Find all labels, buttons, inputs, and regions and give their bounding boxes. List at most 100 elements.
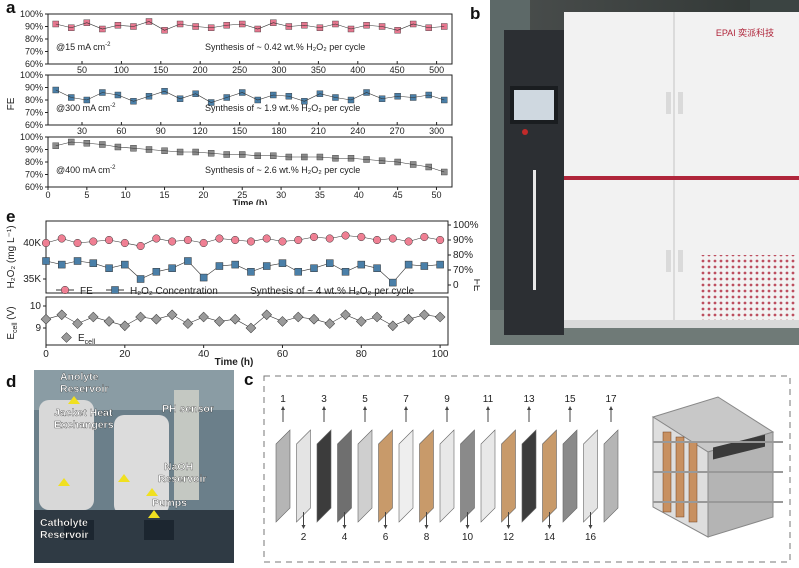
stack-part-11 [480,429,496,523]
e-xtick-label: 0 [43,349,49,360]
part-number-bottom: 16 [585,532,597,543]
e-fe-point [436,235,445,245]
e-ecell-point [87,311,99,323]
e-h2o2-point [121,260,129,269]
e-fe-point [357,232,366,242]
stack-part-15 [562,429,578,523]
part-arrowhead-bottom [465,525,470,529]
e-h2o2-point [310,264,318,272]
e-xtick-label: 80 [356,349,368,360]
a-xtick-label: 30 [276,190,286,200]
e-h2o2-point [389,278,397,287]
panel-letter-d: d [6,372,17,391]
stack-part-1 [275,429,291,523]
part-arrowhead-bottom [383,525,388,529]
panel-letter-e: e [6,207,16,226]
e-ylabel-left: H₂O₂ (mg L⁻¹) [6,225,17,288]
e-legend-ecell-marker [61,332,72,343]
e-ecell-point [308,313,320,325]
a-synthesis-label: Synthesis of ~ 2.6 wt.% H₂O₂ per cycle [205,165,360,175]
e-fe-point [309,232,319,242]
e-ltick-label: 35K [23,274,41,285]
part-arrowhead-top [486,406,490,410]
part-arrowhead-top [404,406,408,410]
e-h2o2-point [294,268,302,276]
a-toptick-label: 180 [271,126,286,136]
part-arrowhead-bottom [588,525,593,529]
label-naoh-1: NaOH [164,461,193,473]
e-fe-point [105,235,114,245]
part-arrowhead-top [445,406,449,410]
cell-stack-diagram: 1 3 5 7 9 11 13 15 172 4 6 8 10 12 14 16 [263,375,791,563]
e-h2o2-point [404,260,413,269]
a-condition-sup: -2 [110,165,116,171]
e-rtick-label: 70% [453,265,473,276]
e-fe-point [215,234,224,243]
part-number-bottom: 6 [383,532,389,543]
panel-e-chart: 40K 35K 100% 90% 80% 70% 0 10 9 0 20 40 60 80 100 Time … [6,220,480,368]
e-fe-point [199,238,208,248]
e-h2o2-point [262,262,271,270]
panel-a-chart: 100%90%80%70%60%50 100 150 200 250 300 350 400 4… [6,9,453,205]
part-number-top: 11 [483,394,494,405]
a-frame-2 [47,136,453,188]
label-jacket-1: Jacket Heat [54,407,113,419]
a-toptick-label: 270 [390,126,405,136]
e-ecell-point [292,311,304,323]
a-ytick-label: 70% [25,170,43,180]
a-condition-label: @15 mA cm-2 [56,42,111,52]
stack-part-10 [460,429,475,523]
a-ytick-label: 70% [25,108,43,118]
e-h2o2-line [45,260,441,284]
label-jacket-2: Exchangers [54,419,114,431]
part-number-top: 13 [523,394,535,405]
e-fe-point [168,237,177,246]
a-frame-1 [47,74,453,126]
e-ecell-point [340,309,351,321]
e-ecell-point [103,316,115,327]
e-ecell-point [355,316,367,327]
part-number-top: 9 [444,394,450,405]
instrument-photo: EPAI 奕派科技 [490,0,799,345]
e-ecell-point [182,318,194,329]
a-toptick-label: 350 [311,65,326,75]
e-h2o2-point [136,275,145,283]
e-h2o2-point [341,268,350,276]
a-ytick-label: 60% [25,182,43,192]
stack-part-13 [521,429,537,523]
e-fe-point [246,237,255,246]
brand-label: EPAI 奕派科技 [716,27,774,38]
part-number-top: 17 [605,394,617,405]
e-ecell-point [151,313,162,325]
e-legend-h2o2: H₂O₂ Concentration [130,286,218,297]
a-ytick-label: 90% [25,145,43,155]
stack-part-17 [603,429,619,523]
part-number-bottom: 4 [342,532,348,543]
a-condition-label: @300 mA cm-2 [56,103,116,113]
a-xtick-label: 15 [160,190,170,200]
e-xtick-label: 40 [198,349,210,360]
e-h2o2-point [168,264,176,272]
a-xtick-label: 25 [237,190,247,200]
e-synthesis: Synthesis of ~ 4 wt.% H₂O₂ per cycle [250,286,415,297]
a-ytick-label: 100% [20,132,43,142]
a-xtick-label: 5 [84,190,89,200]
e-fe-point [89,237,98,246]
e-legend-ecell: Ecell [78,333,96,346]
e-h2o2-point [105,264,113,272]
label-ph-sensor: PH sensor [162,403,214,415]
e-fe-point [41,238,51,248]
e-h2o2-point [184,257,192,265]
a-toptick-label: 150 [232,126,247,136]
label-anolyte-1: Anolyte [60,371,99,383]
a-xtick-label: 0 [45,190,50,200]
a-ytick-label: 90% [25,83,43,93]
a-toptick-label: 500 [429,65,444,75]
e-fe-point [420,232,429,242]
part-arrowhead-bottom [506,525,511,529]
a-series-line [55,21,445,31]
label-catholyte-1: Catholyte [40,517,88,529]
e-fe-point [294,235,303,245]
e-legend-h2o2-marker [111,286,119,294]
part-arrowhead-top [609,406,613,410]
